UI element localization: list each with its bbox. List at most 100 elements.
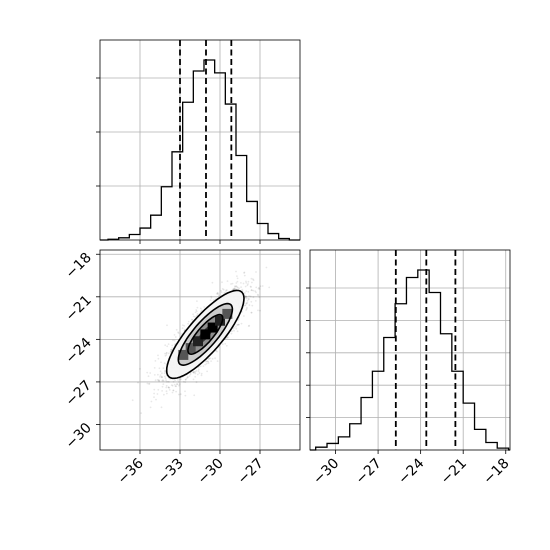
scatter-point (245, 308, 248, 310)
scatter-point (236, 277, 239, 280)
scatter-point (162, 379, 164, 381)
scatter-point (233, 287, 236, 290)
scatter-point (162, 380, 165, 382)
histogram-step-param-1 (100, 59, 300, 241)
scatter-point (247, 298, 250, 301)
scatter-point (184, 390, 186, 393)
scatter-point (247, 290, 250, 293)
scatter-point (255, 286, 258, 289)
scatter-point (236, 286, 238, 288)
scatter-point (195, 381, 198, 384)
scatter-point (180, 378, 182, 381)
scatter-point (192, 371, 195, 374)
scatter-point (167, 380, 169, 383)
scatter-point (161, 390, 164, 392)
scatter-point (232, 288, 235, 291)
scatter-point (202, 365, 205, 367)
scatter-point (139, 368, 141, 370)
scatter-point (245, 290, 248, 292)
scatter-point (140, 412, 143, 414)
scatter-point (164, 354, 167, 357)
scatter-point (245, 302, 248, 305)
scatter-point (209, 357, 212, 360)
scatter-point (197, 366, 200, 369)
scatter-point (218, 294, 220, 297)
scatter-point (173, 339, 176, 342)
scatter-point (196, 313, 199, 315)
scatter-point (154, 379, 157, 382)
scatter-point (187, 322, 190, 325)
scatter-point (235, 325, 237, 328)
scatter-point (161, 379, 164, 382)
scatter-point (193, 394, 196, 397)
scatter-point (215, 349, 218, 352)
scatter-point (174, 336, 177, 338)
scatter-point (215, 292, 218, 295)
scatter-point (221, 343, 224, 346)
scatter-point (211, 357, 214, 360)
scatter-point (209, 299, 212, 301)
scatter-point (153, 388, 156, 391)
scatter-point (244, 285, 247, 288)
scatter-point (165, 386, 168, 389)
scatter-point (259, 285, 262, 288)
scatter-point (167, 343, 170, 345)
scatter-point (240, 322, 243, 325)
contour-line (177, 302, 234, 367)
scatter-point (192, 371, 195, 374)
x-tick-label: −30 (310, 456, 342, 488)
scatter-point (155, 398, 157, 401)
scatter-point (179, 393, 182, 396)
scatter-point (178, 383, 181, 386)
scatter-point (146, 371, 149, 374)
scatter-point (149, 372, 152, 374)
scatter-point (172, 389, 175, 392)
scatter-point (222, 288, 225, 291)
scatter-point (216, 360, 219, 362)
scatter-point (207, 361, 210, 363)
scatter-point (200, 374, 203, 377)
scatter-point (257, 287, 260, 290)
x-tick-label: −18 (480, 456, 512, 488)
scatter-point (168, 389, 171, 391)
scatter-point (194, 370, 197, 373)
scatter-point (226, 289, 228, 292)
scatter-point (236, 324, 239, 326)
scatter-point (160, 406, 163, 409)
scatter-point (159, 374, 162, 376)
scatter-point (246, 301, 249, 304)
scatter-point (174, 379, 177, 382)
histogram-panel-param-2: −30 −27 −24 −21 −18 (306, 249, 513, 488)
scatter-point (257, 309, 259, 312)
scatter-point (251, 304, 254, 307)
density-cell (185, 343, 196, 354)
scatter-point (181, 332, 183, 335)
scatter-point (165, 351, 168, 354)
scatter-point (205, 360, 207, 363)
scatter-point (224, 291, 227, 294)
scatter-point (237, 323, 240, 326)
x-tick-label: −30 (195, 456, 227, 488)
x-tick-label: −24 (395, 455, 427, 487)
scatter-point (173, 383, 176, 386)
scatter-point (226, 336, 229, 339)
scatter-point (169, 351, 172, 353)
scatter-point (190, 318, 193, 321)
scatter-point (183, 324, 186, 327)
scatter-point (246, 306, 248, 309)
scatter-point (194, 375, 197, 378)
scatter-point (171, 347, 174, 349)
scatter-point (230, 332, 233, 335)
scatter-point (195, 310, 198, 313)
scatter-point (163, 372, 166, 375)
scatter-point (181, 327, 184, 330)
contour-line (165, 289, 245, 380)
scatter-point (148, 382, 151, 385)
scatter-point (249, 295, 252, 298)
scatter-point (173, 334, 176, 336)
scatter-point (245, 309, 248, 311)
scatter-point (225, 344, 228, 347)
density-cell (178, 349, 189, 360)
scatter-point (168, 386, 171, 389)
scatter-point (206, 370, 209, 373)
